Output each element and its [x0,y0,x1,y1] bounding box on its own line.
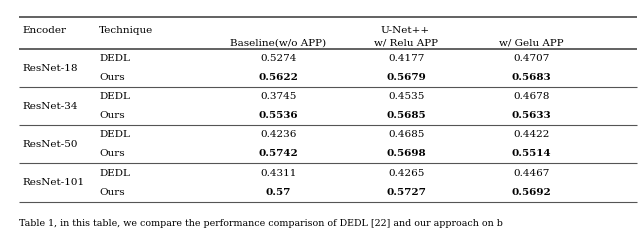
Text: 0.5679: 0.5679 [387,73,426,82]
Text: DEDL: DEDL [99,92,130,101]
Text: 0.4685: 0.4685 [388,130,424,139]
Text: Technique: Technique [99,26,154,35]
Text: 0.5274: 0.5274 [260,54,296,63]
Text: 0.5514: 0.5514 [511,150,551,158]
Text: 0.5698: 0.5698 [387,150,426,158]
Text: U-Net++: U-Net++ [380,26,429,35]
Text: 0.3745: 0.3745 [260,92,296,101]
Text: 0.5622: 0.5622 [259,73,298,82]
Text: ResNet-50: ResNet-50 [22,140,78,149]
Text: 0.4422: 0.4422 [513,130,549,139]
Text: 0.4467: 0.4467 [513,168,549,178]
Text: ResNet-101: ResNet-101 [22,178,84,187]
Text: 0.5536: 0.5536 [259,111,298,120]
Text: 0.4535: 0.4535 [388,92,424,101]
Text: Baseline(w/o APP): Baseline(w/o APP) [230,39,326,48]
Text: 0.4678: 0.4678 [513,92,549,101]
Text: 0.4177: 0.4177 [388,54,424,63]
Text: Ours: Ours [99,150,125,158]
Text: 0.4707: 0.4707 [513,54,549,63]
Text: 0.5742: 0.5742 [259,150,298,158]
Text: 0.4265: 0.4265 [388,168,424,178]
Text: Ours: Ours [99,111,125,120]
Text: 0.57: 0.57 [266,188,291,197]
Text: Table 1, in this table, we compare the performance comparison of DEDL [22] and o: Table 1, in this table, we compare the p… [19,219,503,228]
Text: 0.4311: 0.4311 [260,168,296,178]
Text: 0.4236: 0.4236 [260,130,296,139]
Text: 0.5633: 0.5633 [511,111,551,120]
Text: 0.5685: 0.5685 [387,111,426,120]
Text: w/ Gelu APP: w/ Gelu APP [499,39,563,48]
Text: w/ Relu APP: w/ Relu APP [374,39,438,48]
Text: 0.5683: 0.5683 [511,73,551,82]
Text: DEDL: DEDL [99,54,130,63]
Text: Encoder: Encoder [22,26,67,35]
Text: ResNet-34: ResNet-34 [22,102,78,111]
Text: DEDL: DEDL [99,130,130,139]
Text: DEDL: DEDL [99,168,130,178]
Text: ResNet-18: ResNet-18 [22,64,78,73]
Text: 0.5727: 0.5727 [387,188,426,197]
Text: Ours: Ours [99,73,125,82]
Text: 0.5692: 0.5692 [511,188,551,197]
Text: Ours: Ours [99,188,125,197]
